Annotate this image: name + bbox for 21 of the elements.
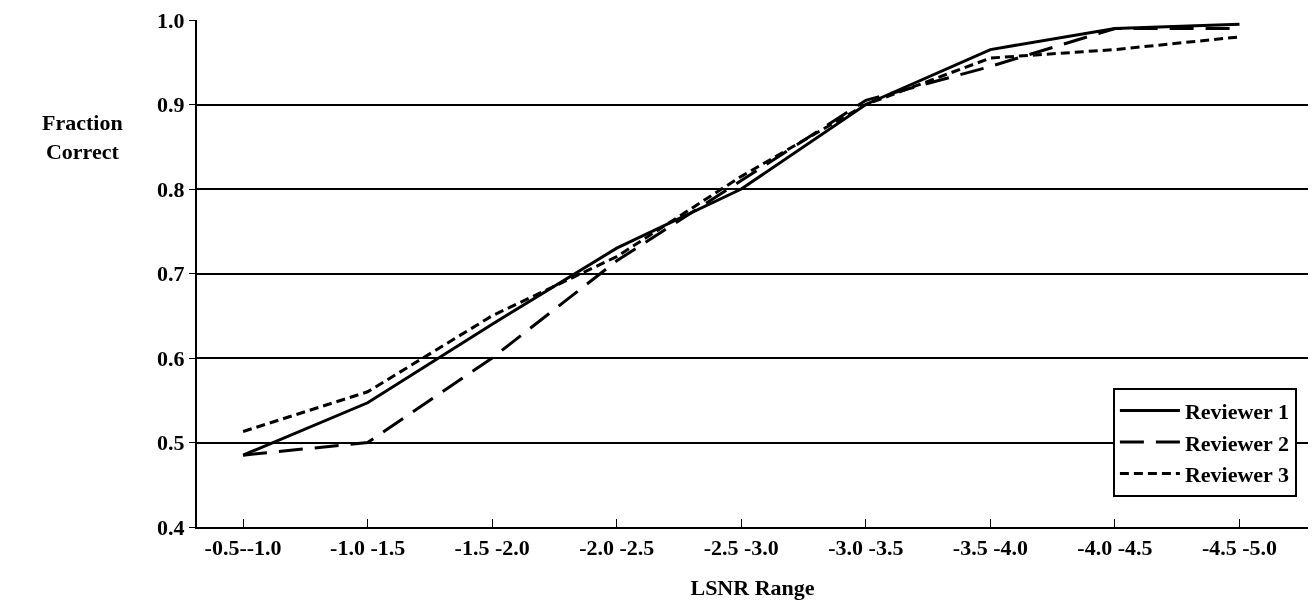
- x-tick-label: -3.5 -4.0: [952, 535, 1028, 561]
- legend-label: Reviewer 3: [1184, 462, 1289, 488]
- y-tick-label: 1.0: [157, 7, 185, 33]
- x-tick-label: -4.0 -4.5: [1077, 535, 1153, 561]
- y-tick-label: 0.5: [157, 430, 185, 456]
- x-tick-label: -1.0 -1.5: [330, 535, 406, 561]
- y-tick-label: 0.4: [157, 514, 185, 540]
- x-tick-label: -4.5 -5.0: [1201, 535, 1278, 561]
- y-tick-label: 0.9: [157, 92, 185, 118]
- x-tick-label: -2.5 -3.0: [703, 535, 779, 561]
- x-tick-label: -0.5--1.0: [204, 535, 282, 561]
- x-tick-label: -2.0 -2.5: [579, 535, 655, 561]
- x-tick-label: -3.0 -3.5: [828, 535, 904, 561]
- x-axis-title: LSNR Range: [690, 574, 815, 600]
- legend-label: Reviewer 1: [1184, 398, 1289, 424]
- x-tick-label: -1.5 -2.0: [454, 535, 530, 561]
- y-axis-title: Fraction Correct: [42, 110, 123, 164]
- y-tick-label: 0.8: [157, 176, 185, 202]
- y-tick-label: 0.6: [157, 345, 185, 371]
- legend-label: Reviewer 2: [1184, 430, 1289, 456]
- y-tick-label: 0.7: [157, 261, 185, 287]
